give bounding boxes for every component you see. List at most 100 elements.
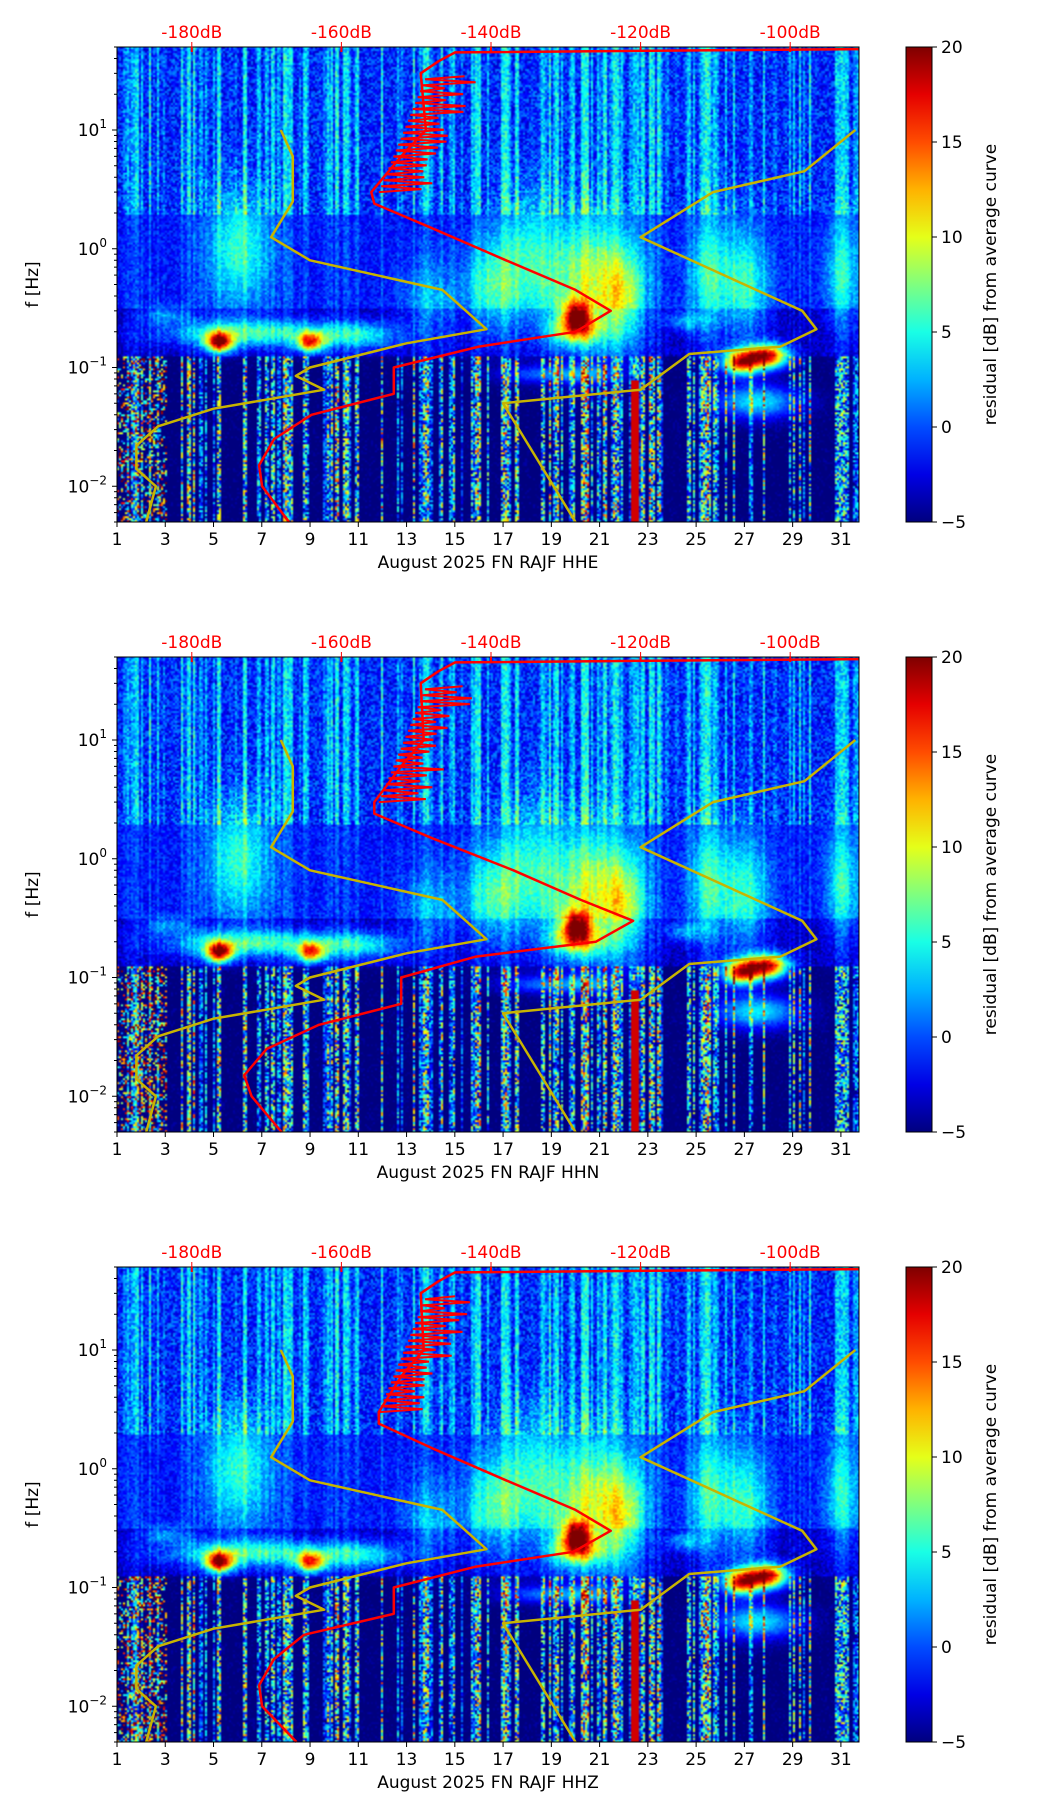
- top-tick-label: -160dB: [311, 23, 372, 43]
- plot-frame: [116, 1266, 860, 1743]
- average-curve-spikes: [378, 685, 472, 804]
- x-tick-label: 5: [208, 1140, 219, 1160]
- y-tick-base: 10: [78, 1460, 100, 1480]
- colorbar-tick-label: 10: [941, 1448, 963, 1468]
- top-tick-label: -120dB: [610, 23, 671, 43]
- x-tick-label: 25: [685, 1140, 707, 1160]
- x-tick-label: 5: [208, 530, 219, 550]
- y-tick-label: 101: [78, 1337, 107, 1361]
- y-tick-exponent: 1: [99, 1337, 107, 1351]
- colorbar-tick-label: 0: [941, 1638, 952, 1658]
- top-tick-label: -100dB: [760, 23, 821, 43]
- y-tick-exponent: 0: [99, 1456, 107, 1470]
- x-tick-label: 29: [782, 1750, 804, 1770]
- x-tick-label: 23: [637, 530, 659, 550]
- colorbar-label: residual [dB] from average curve: [981, 144, 1001, 425]
- x-tick-label: 25: [685, 530, 707, 550]
- x-tick-label: 13: [396, 1140, 418, 1160]
- x-tick-label: 11: [347, 1750, 369, 1770]
- y-tick-base: 10: [68, 477, 90, 497]
- x-tick-label: 17: [492, 1140, 514, 1160]
- top-tick-label: -180dB: [161, 23, 222, 43]
- nlnm-line: [135, 739, 488, 1133]
- colorbar-tick-label: 20: [941, 38, 963, 58]
- colorbar: [905, 656, 933, 1133]
- x-tick-label: 15: [444, 1140, 466, 1160]
- nhnm-line: [501, 129, 857, 523]
- colorbar-tick-label: 15: [941, 1353, 963, 1373]
- colorbar: [905, 1266, 933, 1743]
- nhnm-line: [501, 739, 857, 1133]
- x-tick-label: 19: [541, 1750, 563, 1770]
- average-curve-spikes: [378, 1295, 470, 1414]
- average-curve-line: [257, 1267, 860, 1743]
- panel-hhn: 1 3 5 7 9 11 13 15 17 19 21 23 25 27 29 3110−210−110010…: [23, 633, 1001, 1183]
- x-tick-label: 13: [396, 1750, 418, 1770]
- x-tick-label: 13: [396, 530, 418, 550]
- spectrogram-image: [117, 47, 859, 522]
- y-tick-base: 10: [68, 1087, 90, 1107]
- spectrogram-image: [117, 1267, 859, 1742]
- colorbar-tick-label: 0: [941, 418, 952, 438]
- y-tick-exponent: −1: [89, 1575, 107, 1589]
- colorbar-tick-label: 10: [941, 838, 963, 858]
- colorbar-tick-label: −5: [941, 1733, 966, 1753]
- spectrogram-image: [117, 657, 859, 1132]
- y-tick-exponent: −2: [89, 1693, 107, 1707]
- y-tick-label: 100: [78, 846, 107, 870]
- x-tick-label: 21: [589, 530, 611, 550]
- y-axis-label: f [Hz]: [23, 1481, 43, 1527]
- y-tick-base: 10: [68, 969, 90, 989]
- x-tick-label: 31: [830, 1750, 852, 1770]
- colorbar-tick-label: 0: [941, 1028, 952, 1048]
- y-tick-exponent: 0: [99, 236, 107, 250]
- colorbar-tick-label: 15: [941, 133, 963, 153]
- y-tick-label: 10−1: [68, 965, 107, 989]
- y-tick-label: 100: [78, 236, 107, 260]
- y-tick-label: 10−2: [68, 473, 107, 497]
- y-tick-label: 101: [78, 727, 107, 751]
- nhnm-line: [501, 1349, 857, 1743]
- y-tick-exponent: −2: [89, 473, 107, 487]
- x-tick-label: 31: [830, 1140, 852, 1160]
- x-tick-label: 19: [541, 530, 563, 550]
- colorbar-tick-label: 10: [941, 228, 963, 248]
- x-tick-label: 7: [256, 1140, 267, 1160]
- colorbar-tick-label: −5: [941, 513, 966, 533]
- panel-hhz: 1 3 5 7 9 11 13 15 17 19 21 23 25 27 29 3110−210−110010…: [23, 1243, 1001, 1793]
- plot-frame: [116, 656, 860, 1133]
- x-tick-label: 7: [256, 1750, 267, 1770]
- x-tick-label: 1: [112, 1750, 123, 1770]
- x-tick-label: 31: [830, 530, 852, 550]
- y-tick-base: 10: [68, 359, 90, 379]
- y-tick-base: 10: [78, 731, 100, 751]
- x-tick-label: 9: [305, 530, 316, 550]
- x-tick-label: 29: [782, 1140, 804, 1160]
- nlnm-line: [135, 129, 488, 523]
- x-tick-label: 29: [782, 530, 804, 550]
- average-curve-spikes: [378, 75, 476, 194]
- x-tick-label: 27: [734, 1140, 756, 1160]
- average-curve-line: [242, 657, 860, 1133]
- top-tick-label: -120dB: [610, 1243, 671, 1263]
- x-tick-label: 15: [444, 1750, 466, 1770]
- y-tick-base: 10: [78, 850, 100, 870]
- y-tick-exponent: −1: [89, 965, 107, 979]
- x-tick-label: 15: [444, 530, 466, 550]
- y-tick-label: 100: [78, 1456, 107, 1480]
- y-tick-base: 10: [68, 1579, 90, 1599]
- x-tick-label: 23: [637, 1140, 659, 1160]
- top-tick-label: -100dB: [760, 1243, 821, 1263]
- x-tick-label: 27: [734, 1750, 756, 1770]
- colorbar-tick-label: 20: [941, 648, 963, 668]
- colorbar-tick-label: −5: [941, 1123, 966, 1143]
- colorbar-label: residual [dB] from average curve: [981, 1364, 1001, 1645]
- x-tick-label: 3: [160, 1140, 171, 1160]
- colorbar-label: residual [dB] from average curve: [981, 754, 1001, 1035]
- colorbar-tick-label: 5: [941, 933, 952, 953]
- colorbar: [905, 46, 933, 523]
- x-tick-label: 17: [492, 1750, 514, 1770]
- y-tick-exponent: −2: [89, 1083, 107, 1097]
- y-tick-label: 101: [78, 117, 107, 141]
